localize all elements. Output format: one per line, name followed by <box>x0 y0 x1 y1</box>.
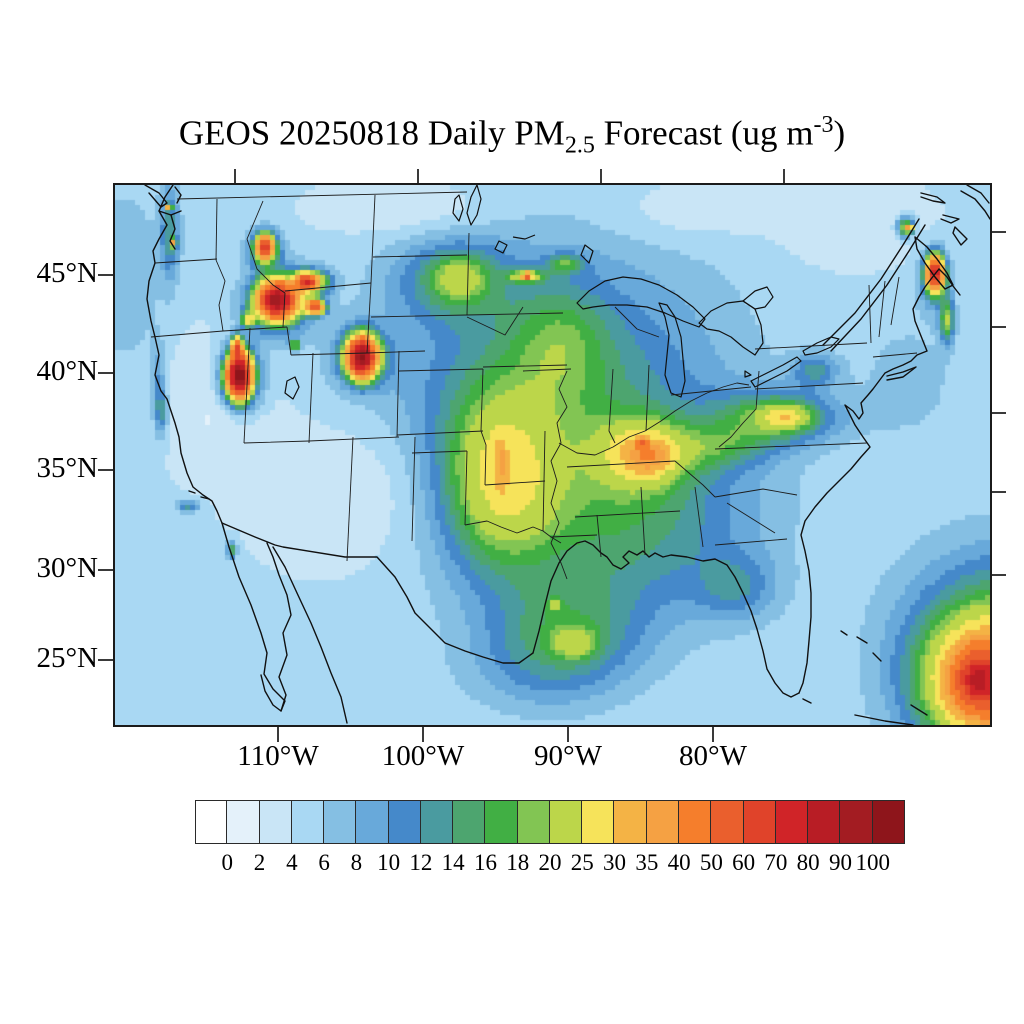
colorbar-cell-8 <box>453 800 486 844</box>
lat-label-45°N: 45°N <box>36 257 98 289</box>
top-tick-2 <box>600 169 602 183</box>
colorbar-cell-4 <box>324 800 357 844</box>
lon-tick-90°W <box>567 727 569 742</box>
top-tick-3 <box>783 169 785 183</box>
title-text: GEOS 20250818 Daily PM <box>178 113 565 153</box>
colorbar-cell-19 <box>808 800 841 844</box>
lon-label-100°W: 100°W <box>381 740 465 772</box>
lat-tick-25°N <box>98 659 113 661</box>
colorbar-cell-1 <box>227 800 260 844</box>
title-units-text: Forecast (ug m <box>594 113 814 153</box>
lat-tick-45°N <box>98 274 113 276</box>
colorbar-label-60: 60 <box>732 850 756 875</box>
colorbar <box>195 800 905 844</box>
colorbar-cell-17 <box>743 800 776 844</box>
lat-label-25°N: 25°N <box>36 642 98 674</box>
colorbar-cell-16 <box>711 800 744 844</box>
colorbar-label-70: 70 <box>764 850 788 875</box>
right-tick-4 <box>992 574 1006 576</box>
lat-label-30°N: 30°N <box>36 552 98 584</box>
colorbar-label-18: 18 <box>506 850 530 875</box>
colorbar-label-16: 16 <box>473 850 497 875</box>
colorbar-label-35: 35 <box>635 850 659 875</box>
right-tick-2 <box>992 412 1006 414</box>
lat-tick-40°N <box>98 372 113 374</box>
colorbar-cell-5 <box>356 800 389 844</box>
colorbar-label-100: 100 <box>855 850 890 875</box>
colorbar-label-14: 14 <box>441 850 465 875</box>
colorbar-cell-20 <box>840 800 873 844</box>
pm25-field-canvas <box>115 185 990 725</box>
lakes <box>284 185 840 400</box>
colorbar-cell-15 <box>678 800 712 844</box>
colorbar-label-50: 50 <box>699 850 723 875</box>
colorbar-label-0: 0 <box>221 850 234 875</box>
lon-tick-110°W <box>277 727 279 742</box>
top-tick-1 <box>417 169 419 183</box>
colorbar-cell-9 <box>485 800 518 844</box>
lon-label-110°W: 110°W <box>237 740 319 772</box>
top-tick-0 <box>234 169 236 183</box>
colorbar-cell-13 <box>614 800 647 844</box>
colorbar-cell-2 <box>259 800 292 844</box>
lat-label-35°N: 35°N <box>36 452 98 484</box>
lat-tick-30°N <box>98 569 113 571</box>
lon-tick-100°W <box>422 727 424 742</box>
colorbar-cell-18 <box>775 800 809 844</box>
colorbar-label-20: 20 <box>538 850 562 875</box>
right-tick-0 <box>992 231 1006 233</box>
colorbar-label-90: 90 <box>828 850 852 875</box>
colorbar-label-25: 25 <box>570 850 594 875</box>
colorbar-cell-0 <box>195 800 228 844</box>
colorbar-label-4: 4 <box>286 850 298 875</box>
title-superscript: -3 <box>813 112 834 138</box>
title-close-paren: ) <box>833 113 846 153</box>
right-tick-1 <box>992 326 1006 328</box>
colorbar-cell-11 <box>549 800 583 844</box>
colorbar-cell-10 <box>517 800 550 844</box>
colorbar-cell-3 <box>291 800 325 844</box>
lat-label-40°N: 40°N <box>36 355 98 387</box>
coastlines <box>144 185 990 725</box>
title-subscript: 2.5 <box>564 132 595 159</box>
map-boundaries <box>144 185 990 725</box>
colorbar-cell-21 <box>872 800 905 844</box>
map-frame <box>113 183 992 727</box>
colorbar-label-6: 6 <box>318 850 330 875</box>
colorbar-label-80: 80 <box>796 850 820 875</box>
figure-title: GEOS 20250818 Daily PM2.5 Forecast (ug m… <box>0 112 1024 160</box>
colorbar-label-8: 8 <box>350 850 363 875</box>
colorbar-cell-14 <box>646 800 679 844</box>
colorbar-label-30: 30 <box>603 850 627 875</box>
lat-tick-35°N <box>98 469 113 471</box>
lon-tick-80°W <box>712 727 714 742</box>
colorbar-label-12: 12 <box>409 850 433 875</box>
colorbar-cell-12 <box>582 800 615 844</box>
state-borders <box>150 191 918 580</box>
colorbar-cell-6 <box>388 800 421 844</box>
lon-label-90°W: 90°W <box>534 740 602 772</box>
colorbar-label-2: 2 <box>253 850 266 875</box>
colorbar-label-10: 10 <box>377 850 401 875</box>
lon-label-80°W: 80°W <box>679 740 747 772</box>
right-tick-3 <box>992 491 1006 493</box>
colorbar-label-40: 40 <box>667 850 691 875</box>
colorbar-cell-7 <box>420 800 454 844</box>
